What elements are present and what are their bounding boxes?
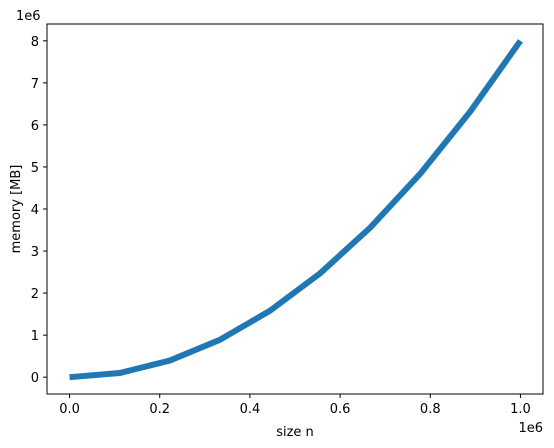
- y-tick-label: 8: [31, 35, 39, 50]
- x-tick-label: 1.0: [510, 402, 531, 417]
- x-tick-label: 0.6: [330, 402, 351, 417]
- y-tick-label: 1: [31, 329, 39, 344]
- plot-frame: [46, 23, 544, 395]
- x-tick-label: 0.8: [420, 402, 441, 417]
- y-tick-label: 2: [31, 287, 39, 302]
- x-tick-label: 0.2: [149, 402, 170, 417]
- x-tick-label: 0.0: [59, 402, 80, 417]
- x-offset-label: 1e6: [518, 421, 543, 436]
- line: [69, 39, 523, 381]
- y-tick-label: 4: [31, 203, 39, 218]
- y-tick-label: 3: [31, 245, 39, 260]
- x-tick-label: 0.4: [240, 402, 261, 417]
- y-offset-label: 1e6: [16, 9, 41, 24]
- y-axis-label: memory [MB]: [9, 165, 24, 254]
- y-tick-label: 6: [31, 119, 39, 134]
- x-axis-label: size n: [276, 425, 314, 440]
- y-tick-label: 7: [31, 77, 39, 92]
- y-tick-label: 5: [31, 161, 39, 176]
- y-tick-label: 0: [31, 371, 39, 386]
